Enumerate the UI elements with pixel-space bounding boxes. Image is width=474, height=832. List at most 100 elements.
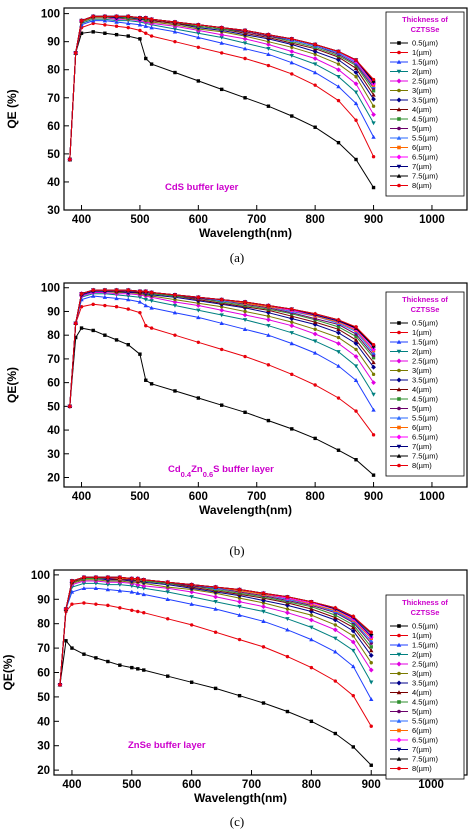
data-point [196,35,201,40]
y-tick-label: 90 [47,306,60,318]
panel-caption: (a) [230,250,244,265]
data-point [368,667,374,673]
data-point [351,625,356,630]
data-point [79,291,84,296]
data-point [242,46,248,51]
y-tick-label: 60 [47,121,60,133]
data-point [336,67,341,73]
data-point [353,81,359,87]
data-point [266,314,271,318]
data-point [135,590,140,595]
legend-title: Thickness of [402,15,448,24]
legend-marker [397,406,401,411]
legend-marker [396,453,402,458]
legend-marker [397,88,401,93]
data-point [138,352,142,356]
legend-entry: 6.5(µm) [412,433,438,442]
data-point [105,587,111,592]
legend-entry: 1.5(µm) [412,58,438,67]
data-point [94,656,98,660]
data-point [91,288,95,292]
legend-marker [397,41,401,45]
legend-marker [396,747,402,752]
data-point [103,14,107,19]
legend-marker [397,330,401,335]
data-point [141,592,146,597]
data-point [354,75,358,79]
data-point [266,303,271,308]
data-point [371,77,376,82]
data-point [126,342,130,347]
data-point [196,308,201,313]
data-point [242,312,248,318]
data-point [354,325,358,329]
data-point [137,22,143,27]
data-point [336,335,341,340]
data-point [261,619,266,623]
series-0.5(µm) [58,639,373,767]
data-point [290,320,294,324]
legend-marker [397,397,401,401]
y-tick-label: 50 [37,692,50,704]
data-point [118,575,122,580]
legend-marker [397,425,401,430]
data-point [138,289,142,294]
data-point [266,418,271,423]
data-point [371,360,376,365]
data-point [371,380,376,386]
data-point [219,32,225,38]
y-tick-label: 60 [47,378,60,390]
data-point [289,60,294,65]
data-point [243,309,247,314]
legend-entry: 4(µm) [412,105,432,114]
data-point [237,612,242,617]
x-tick-label: 900 [364,214,383,226]
data-point [354,118,358,122]
buffer-layer-annotation: CdS buffer layer [165,182,239,193]
legend-marker [397,700,401,704]
data-point [336,140,341,145]
y-tick-label: 80 [37,619,50,631]
data-point [105,582,111,587]
data-point [144,323,148,328]
legend-entry: 8(µm) [412,461,432,470]
legend-entry: 3(µm) [412,669,432,678]
legend-marker [396,756,402,761]
series-line [69,20,375,160]
data-point [371,473,376,477]
data-point [309,625,314,630]
legend-marker [397,728,401,733]
data-point [166,617,170,621]
data-point [149,382,154,386]
legend-title: Thickness of [402,598,448,607]
data-point [144,56,148,61]
legend-entry: 6(µm) [412,423,432,432]
data-point [289,314,294,318]
legend-marker [397,633,401,638]
data-point [312,350,318,355]
data-point [143,303,148,308]
series-line [69,289,374,407]
data-point [289,49,295,54]
data-point [93,581,99,586]
data-point [149,17,154,21]
data-point [350,639,356,645]
y-tick-label: 20 [37,765,50,777]
legend-entry: 5.5(µm) [412,134,438,143]
y-tick-label: 90 [37,594,50,606]
data-point [137,299,143,304]
legend-marker [396,135,402,140]
data-point [114,296,119,301]
y-tick-label: 90 [47,37,60,49]
y-tick-label: 30 [47,449,60,461]
series-1(µm) [58,601,373,728]
data-point [354,347,358,352]
data-point [237,599,242,605]
data-point [73,335,78,340]
legend-entry: 3.5(µm) [412,679,438,688]
data-point [165,597,170,601]
x-tick-label: 900 [364,491,383,503]
data-point [166,585,170,589]
data-point [312,339,318,344]
